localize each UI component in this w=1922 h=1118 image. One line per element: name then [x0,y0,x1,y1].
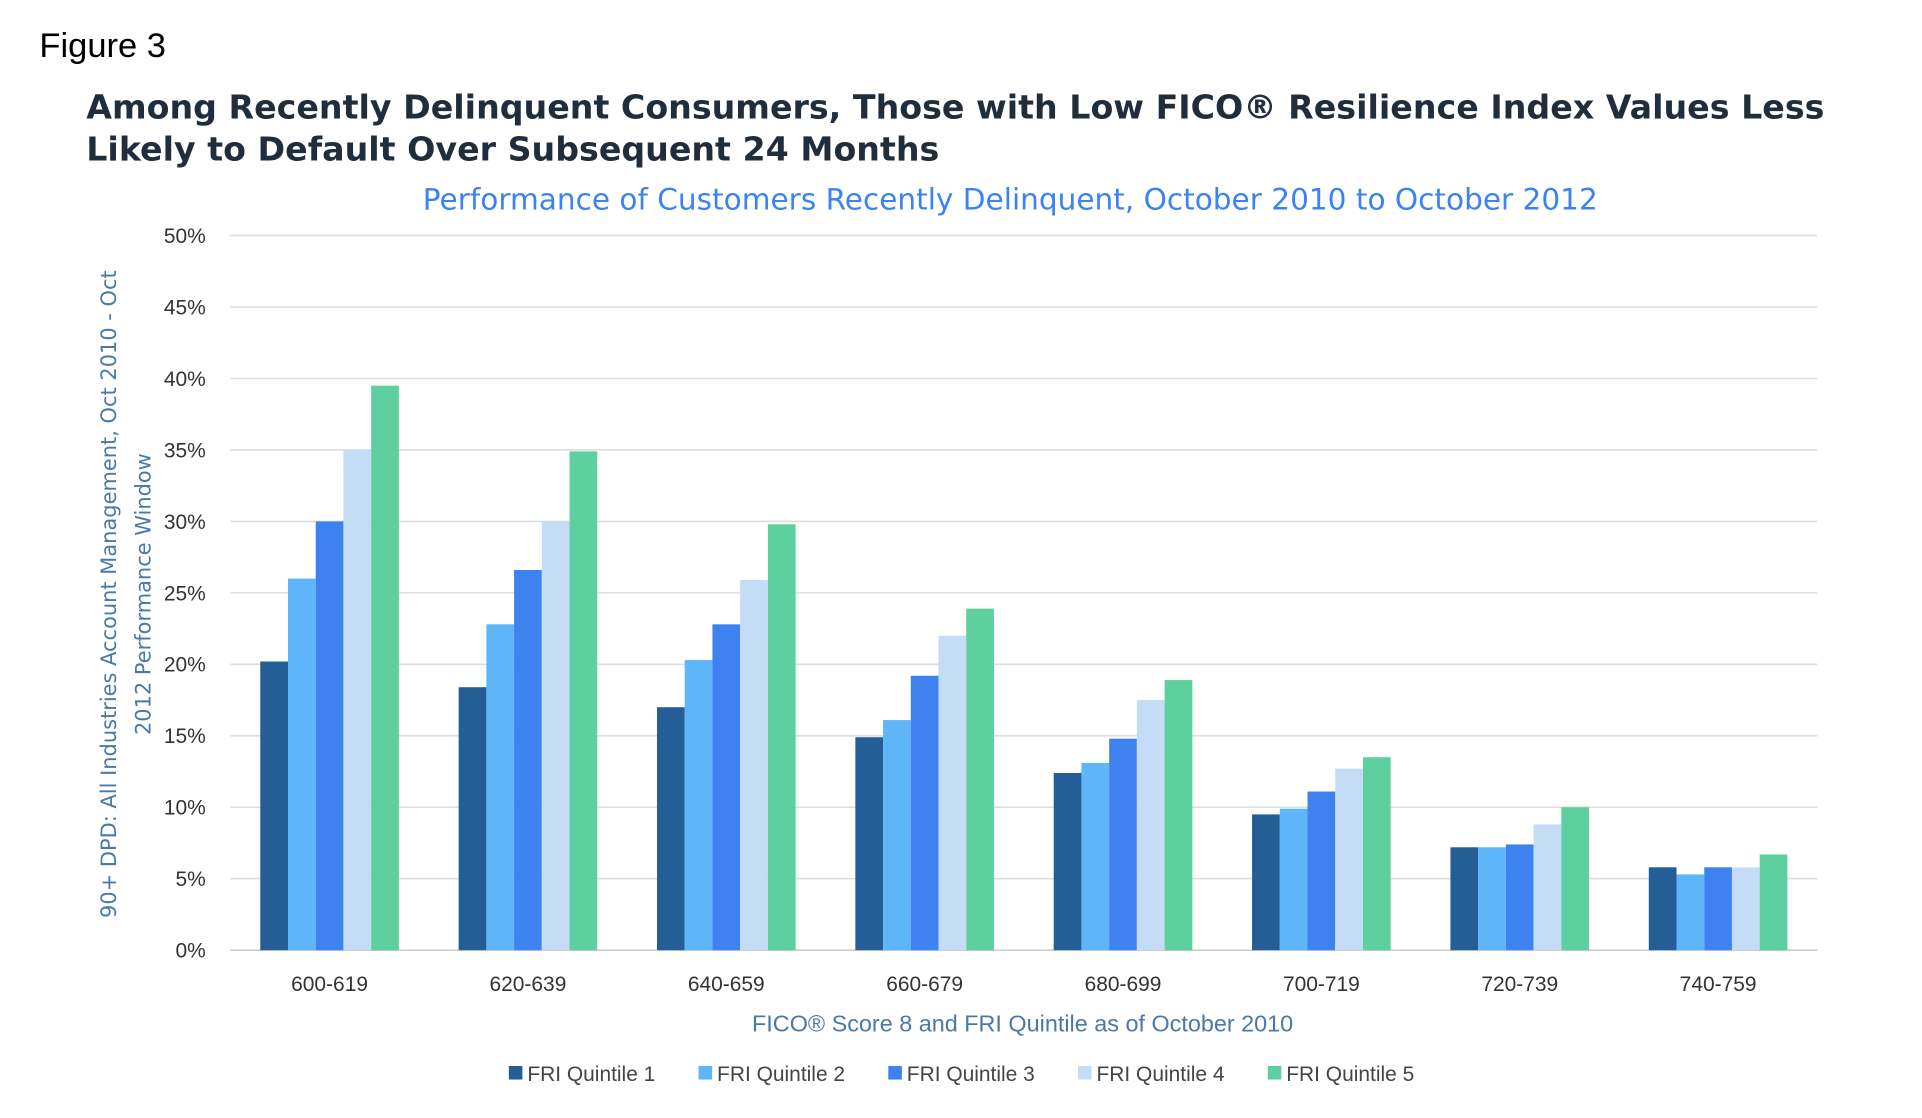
legend: FRI Quintile 1 FRI Quintile 2 FRI Quintile… [508,1063,1414,1086]
y-axis-ticks: 0% 5% 10% 15% 20% 25% 30% 35% 40% 45% 50% [164,225,206,963]
x-tick-label: 740-759 [1680,973,1757,996]
bar-640-659-q3 [712,624,741,951]
bar-720-739-q1 [1450,847,1479,951]
bar-620-639-q1 [458,687,487,951]
legend-swatch-q1 [508,1065,523,1080]
legend-label: FRI Quintile 2 [717,1063,845,1086]
bar-700-719-q5 [1362,757,1391,951]
bar-600-619-q2 [287,578,316,951]
x-tick-label: 700-719 [1283,973,1360,996]
y-tick-label: 15% [164,725,206,748]
bar-700-719-q1 [1252,814,1280,951]
y-tick-label: 5% [175,868,205,891]
bar-600-619-q4 [343,449,372,951]
bar-740-759-q4 [1731,867,1760,951]
bar-600-619-q1 [260,661,288,951]
bar-740-759-q5 [1759,854,1788,951]
bar-720-739-q3 [1505,844,1534,951]
y-tick-label: 35% [164,439,206,462]
legend-label: FRI Quintile 4 [1097,1063,1225,1086]
bar-740-759-q3 [1704,867,1732,951]
bar-640-659-q2 [684,660,713,951]
y-axis-label-line1: 90+ DPD: All Industries Account Manageme… [97,270,121,918]
bar-680-699-q2 [1081,762,1110,951]
x-tick-label: 640-659 [688,973,765,996]
bar-680-699-q3 [1109,738,1137,951]
bar-640-659-q4 [740,580,768,951]
bar-660-679-q2 [883,720,911,951]
x-tick-label: 720-739 [1481,973,1558,996]
bar-740-759-q1 [1648,867,1677,951]
legend-label: FRI Quintile 3 [907,1063,1035,1086]
bar-740-759-q2 [1676,874,1705,951]
legend-swatch-q5 [1267,1065,1282,1080]
bar-700-719-q3 [1307,791,1336,951]
y-tick-label: 50% [164,225,206,248]
y-tick-label: 20% [164,654,206,677]
x-tick-label: 660-679 [886,973,963,996]
legend-swatch-q4 [1078,1065,1092,1080]
chart-subtitle: Performance of Customers Recently Delinq… [423,183,1598,217]
bar-720-739-q5 [1561,807,1590,951]
chart-title-line2: Likely to Default Over Subsequent 24 Mon… [86,129,939,168]
bar-660-679-q3 [910,675,939,951]
bar-620-639-q3 [514,570,542,951]
bar-640-659-q1 [656,707,685,951]
bar-720-739-q2 [1478,847,1506,951]
legend-label: FRI Quintile 5 [1286,1063,1414,1086]
x-tick-label: 680-699 [1085,973,1162,996]
y-tick-label: 30% [164,511,206,534]
y-tick-label: 45% [164,296,206,319]
bar-600-619-q3 [315,521,344,951]
x-tick-label: 620-639 [490,973,567,996]
bar-680-699-q1 [1053,772,1082,951]
bar-660-679-q4 [938,635,967,951]
bar-660-679-q1 [855,737,884,951]
bar-720-739-q4 [1533,824,1562,951]
legend-swatch-q3 [888,1065,902,1080]
y-tick-label: 0% [175,940,205,963]
y-tick-label: 25% [164,582,206,605]
bar-700-719-q4 [1335,768,1363,951]
x-axis-label: FICO® Score 8 and FRI Quintile as of Oct… [752,1010,1293,1036]
bar-660-679-q5 [966,608,994,951]
bar-640-659-q5 [767,524,796,951]
bar-700-719-q2 [1279,808,1308,951]
y-axis-label-line2: 2012 Performance Window [131,453,155,735]
figure-label: Figure 3 [39,27,166,65]
legend-label: FRI Quintile 1 [527,1063,655,1086]
x-tick-label: 600-619 [291,973,368,996]
bars [260,385,1788,951]
y-tick-label: 40% [164,368,206,391]
y-tick-label: 10% [164,797,206,820]
bar-620-639-q4 [541,521,570,951]
bar-680-699-q4 [1136,700,1165,951]
bar-620-639-q2 [486,624,515,951]
bar-600-619-q5 [371,385,399,951]
x-axis-ticks: 600-619 620-639 640-659 660-679 680-699 700-7… [291,973,1756,996]
bar-680-699-q5 [1164,680,1193,951]
chart-title-line1: Among Recently Delinquent Consumers, Tho… [86,88,1824,127]
bar-620-639-q5 [569,451,598,951]
legend-swatch-q2 [698,1065,713,1080]
